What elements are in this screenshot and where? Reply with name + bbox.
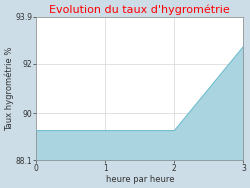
Y-axis label: Taux hygrométrie %: Taux hygrométrie % [4,46,14,131]
X-axis label: heure par heure: heure par heure [106,175,174,184]
Title: Evolution du taux d'hygrométrie: Evolution du taux d'hygrométrie [50,4,230,15]
